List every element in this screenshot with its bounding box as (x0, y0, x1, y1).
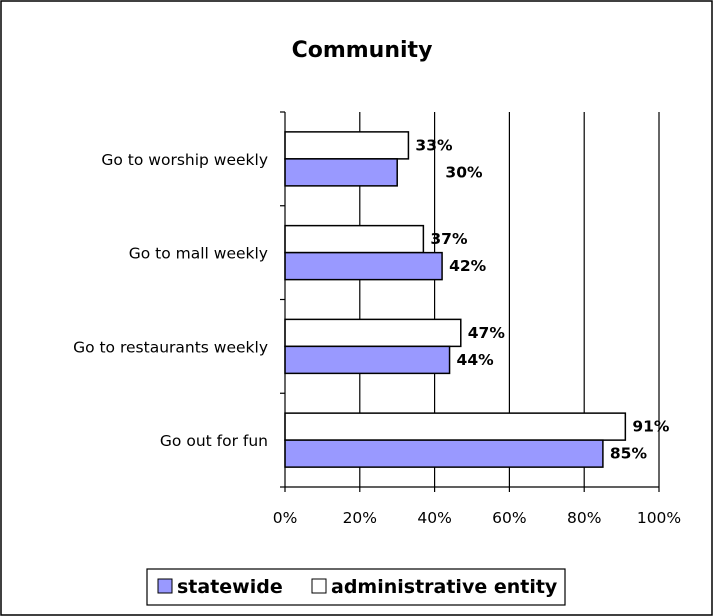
data-label-statewide-go-to-worship-weekly: 30% (445, 163, 483, 181)
data-label-statewide-go-out-for-fun: 85% (610, 445, 648, 463)
x-tick-label-3: 60% (492, 509, 526, 527)
legend-label-administrative-entity: administrative entity (331, 576, 558, 598)
legend-swatch-statewide (157, 578, 173, 594)
data-label-statewide-go-to-restaurants-weekly: 44% (457, 351, 495, 369)
bar-administrative-entity-go-out-for-fun (284, 412, 627, 441)
axis-layer (280, 111, 660, 492)
data-label-administrative-entity-go-to-restaurants-weekly: 47% (468, 324, 506, 342)
data-label-statewide-go-to-mall-weekly: 42% (449, 257, 487, 275)
bar-statewide-go-to-mall-weekly (284, 251, 443, 281)
category-label-go-out-for-fun: Go out for fun (160, 432, 268, 450)
x-tick-label-4: 80% (567, 509, 601, 527)
labels-layer: 0% 20% 40% 60% 80% 100% Go to worship weekly 33… (73, 136, 681, 527)
data-label-administrative-entity-go-out-for-fun: 91% (632, 418, 670, 436)
data-label-administrative-entity-go-to-mall-weekly: 37% (430, 230, 468, 248)
x-tick-label-0: 0% (273, 509, 298, 527)
bar-statewide-go-to-restaurants-weekly (284, 345, 451, 375)
legend-label-statewide: statewide (177, 576, 283, 598)
bar-administrative-entity-go-to-restaurants-weekly (284, 318, 462, 348)
category-label-go-to-mall-weekly: Go to mall weekly (129, 245, 268, 263)
chart-title: Community (292, 38, 433, 63)
bar-statewide-go-out-for-fun (284, 439, 604, 468)
category-label-go-to-worship-weekly: Go to worship weekly (101, 151, 268, 169)
data-label-administrative-entity-go-to-worship-weekly: 33% (415, 136, 453, 154)
bar-administrative-entity-go-to-mall-weekly (284, 224, 425, 254)
x-tick-label-5: 100% (637, 509, 681, 527)
bar-administrative-entity-go-to-worship-weekly (284, 131, 410, 160)
legend: statewide administrative entity (146, 568, 566, 606)
legend-swatch-administrative-entity (311, 578, 327, 594)
legend-box (146, 568, 566, 606)
bar-statewide-go-to-worship-weekly (284, 158, 398, 187)
category-label-go-to-restaurants-weekly: Go to restaurants weekly (73, 338, 268, 356)
x-tick-label-1: 20% (343, 509, 377, 527)
x-tick-label-2: 40% (417, 509, 451, 527)
